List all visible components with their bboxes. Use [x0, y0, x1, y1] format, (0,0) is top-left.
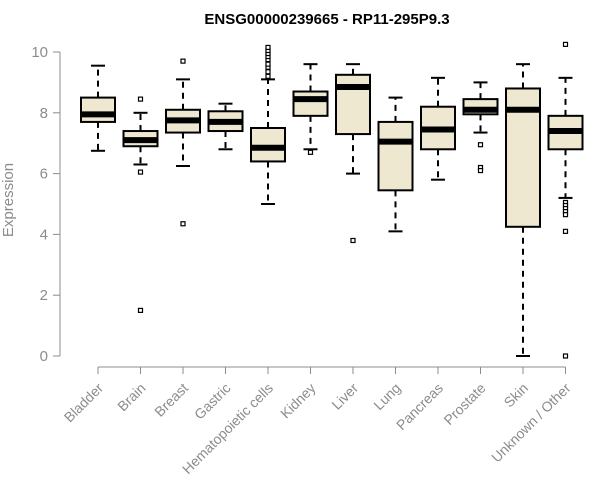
y-tick-label: 10 — [31, 44, 48, 61]
outlier-point — [562, 41, 569, 48]
box-group — [377, 96, 414, 233]
outlier-point — [180, 221, 186, 227]
box-group — [207, 102, 244, 151]
box-iqr — [80, 96, 116, 123]
outlier-point — [137, 307, 144, 313]
box-group — [292, 63, 329, 155]
y-axis: 0 2 4 6 8 10 — [31, 44, 61, 365]
box-group — [165, 58, 201, 227]
x-category-label: Prostate — [440, 380, 488, 428]
y-axis-label: Expression — [0, 163, 17, 237]
x-category-label: Brain — [114, 380, 148, 414]
box-iqr — [377, 120, 414, 192]
outlier-point — [477, 142, 484, 148]
x-category-label: Bladder — [61, 380, 107, 426]
outlier-point — [562, 353, 569, 359]
y-tick-label: 0 — [40, 348, 48, 365]
outlier-point — [265, 44, 271, 51]
box-group — [505, 63, 541, 357]
box-iqr — [335, 73, 371, 136]
x-category-label: Kidney — [277, 380, 319, 422]
x-category-label: Unknown / Other — [488, 380, 574, 466]
y-tick-label: 4 — [40, 226, 48, 243]
outlier-point — [265, 73, 271, 79]
boxes-group — [80, 41, 584, 359]
box-iqr — [292, 90, 329, 117]
y-tick-label: 2 — [40, 287, 48, 304]
outlier-point — [265, 69, 271, 75]
chart-title: ENSG00000239665 - RP11-295P9.3 — [204, 11, 449, 28]
x-category-label: Pancreas — [393, 380, 446, 433]
box-group — [80, 64, 116, 152]
x-category-label: Skin — [501, 380, 532, 411]
x-category-label: Breast — [151, 380, 191, 420]
outlier-point — [562, 212, 569, 218]
box-group — [335, 63, 371, 244]
y-tick-label: 8 — [40, 105, 48, 122]
outlier-point — [477, 167, 484, 174]
box-iqr — [250, 127, 286, 163]
box-group — [462, 81, 499, 174]
outlier-point — [307, 149, 314, 155]
outlier-point — [137, 96, 144, 102]
y-tick-label: 6 — [40, 166, 48, 183]
outlier-point — [180, 58, 186, 64]
box-group — [250, 44, 286, 205]
outlier-point — [350, 237, 356, 244]
outlier-point — [137, 169, 144, 175]
x-category-label: Liver — [328, 380, 361, 413]
outlier-point — [265, 61, 271, 67]
box-group — [547, 41, 584, 359]
box-group — [122, 96, 159, 313]
box-group — [420, 76, 456, 181]
outlier-point — [562, 228, 569, 234]
x-category-label: Lung — [370, 380, 403, 413]
